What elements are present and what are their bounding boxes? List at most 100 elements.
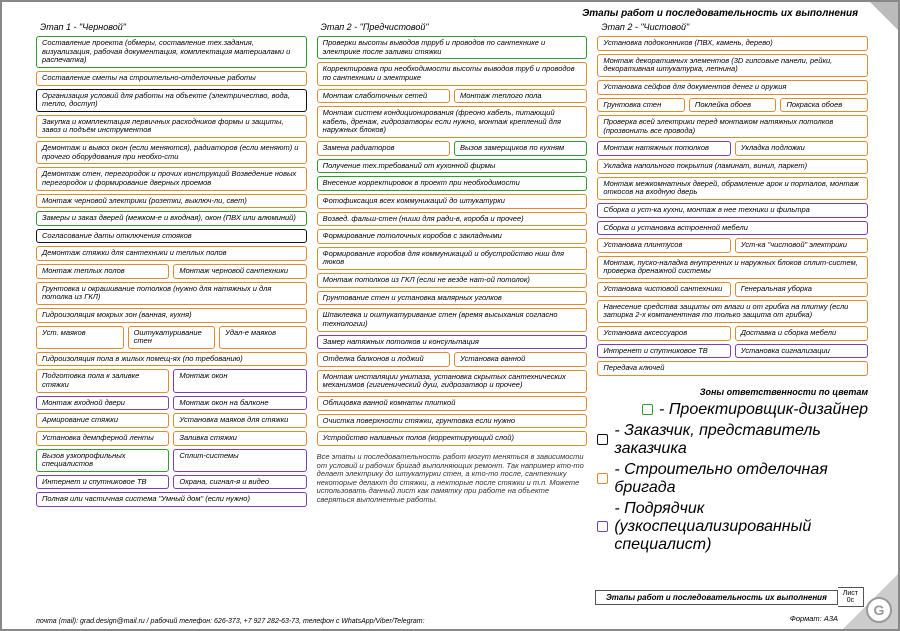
task-box: Полная или частичная система "Умный дом"… xyxy=(36,492,307,507)
column-3: Этап 2 - "Чистовой" Установка подоконнико… xyxy=(597,22,868,557)
footer-contact: почта (mail): grad.design@mail.ru / рабо… xyxy=(36,618,864,625)
task-row: Монтаж слаботочных сетейМонтаж теплого п… xyxy=(317,89,588,104)
task-box: Замер натяжных потолков и консультация xyxy=(317,335,588,350)
task-box: Согласование даты отключения стояков xyxy=(36,229,307,244)
task-box: Проверка всей электрики перед монтажом н… xyxy=(597,115,868,138)
task-box: Закупка и комплектация первичных расходн… xyxy=(36,115,307,138)
task-box: Монтаж натяжных потолков xyxy=(597,141,730,156)
task-row: Получение тех.требований от кухонной фир… xyxy=(317,159,588,174)
task-box: Проверки высоты выводов трруб и проводов… xyxy=(317,36,588,59)
task-box: Демонтаж стен, перегородок и прочих конс… xyxy=(36,167,307,190)
task-row: Проверка всей электрики перед монтажом н… xyxy=(597,115,868,138)
task-box: Облицовка ванной комнаты плиткой xyxy=(317,396,588,411)
task-box: Очистка поверхности стяжки, грунтовка ес… xyxy=(317,414,588,429)
task-box: Уст. маяков xyxy=(36,326,124,349)
task-row: Составление проекта (обмеры, составление… xyxy=(36,36,307,68)
task-box: Грунтование стен и установка малярных уг… xyxy=(317,291,588,306)
task-box: Заливка стяжки xyxy=(173,431,306,446)
task-box: Установка демпферной ленты xyxy=(36,431,169,446)
task-box: Монтаж теплого пола xyxy=(454,89,587,104)
task-row: Уст. маяковОштукатуривание стенУдал-е ма… xyxy=(36,326,307,349)
task-box: Сборка и уст-ка кухни, монтаж в нее техн… xyxy=(597,203,868,218)
task-row: Грунтовка стенПоклейка обоевПокраска обо… xyxy=(597,98,868,113)
task-row: Монтаж систем кондиционирования (фреоно … xyxy=(317,106,588,138)
title-block-sheet: Лист 0с xyxy=(838,587,864,607)
task-row: Подготовка пола к заливке стяжкиМонтаж о… xyxy=(36,369,307,392)
legend-title: Зоны ответственности по цветам xyxy=(597,387,868,397)
task-row: Корректировка при необходимости высоты в… xyxy=(317,62,588,85)
legend-swatch xyxy=(597,521,608,532)
task-row: Вызов узкопрофильных специалистовСплит-с… xyxy=(36,449,307,472)
legend-label: - Подрядчик (узкоспециализированный спец… xyxy=(614,500,868,554)
task-box: Укладка напольного покрытия (ламинат, ви… xyxy=(597,159,868,174)
task-row: Внесение корректировок в проект при необ… xyxy=(317,176,588,191)
task-row: Монтаж потолков из ГКЛ (если не везде на… xyxy=(317,273,588,288)
corner-decoration-tr xyxy=(870,2,898,30)
task-row: Демонтаж стяжки для сантехники и теплых … xyxy=(36,246,307,261)
task-box: Доставка и сборка мебели xyxy=(735,326,868,341)
title-block: Этапы работ и последовательность их выпо… xyxy=(595,587,864,607)
task-box: Монтаж теплых полов xyxy=(36,264,169,279)
task-box: Организация условий для работы на объект… xyxy=(36,89,307,112)
task-row: Монтаж межкомнатных дверей, обрамление а… xyxy=(597,177,868,200)
logo: G xyxy=(866,597,892,623)
task-row: Интернет и спутниковое ТВОхрана, сигнал-… xyxy=(36,475,307,490)
page-title: Этапы работ и последовательность их выпо… xyxy=(582,8,858,19)
task-box: Передача ключей xyxy=(597,361,868,376)
task-row: Монтаж теплых половМонтаж черновой санте… xyxy=(36,264,307,279)
task-box: Установка подоконников (ПВХ, камень, дер… xyxy=(597,36,868,51)
column-2: Этап 2 - "Предчистовой" Проверки высоты в… xyxy=(317,22,588,557)
task-row: Передача ключей xyxy=(597,361,868,376)
task-box: Грунтовка стен xyxy=(597,98,685,113)
task-box: Установка плинтусов xyxy=(597,238,730,253)
column-head: Этап 1 - "Черновой" xyxy=(36,22,307,32)
column-head: Этап 2 - "Предчистовой" xyxy=(317,22,588,32)
task-row: Формирование коробов для коммуникаций и … xyxy=(317,247,588,270)
task-row: Организация условий для работы на объект… xyxy=(36,89,307,112)
task-box: Формирование потолочных коробов с заклад… xyxy=(317,229,588,244)
task-box: Установка ванной xyxy=(454,352,587,367)
column-note: Все этапы и последовательность работ мог… xyxy=(317,453,588,505)
legend-row: - Строительно отделочная бригада xyxy=(597,461,868,497)
task-box: Замеры и заказ дверей (межком-е и входна… xyxy=(36,211,307,226)
task-box: Генеральная уборка xyxy=(735,282,868,297)
task-row: Установка подоконников (ПВХ, камень, дер… xyxy=(597,36,868,51)
legend-label: - Строительно отделочная бригада xyxy=(614,461,868,497)
task-row: Монтаж натяжных потолковУкладка подложки xyxy=(597,141,868,156)
task-row: Замена радиаторовВызов замерщиков по кух… xyxy=(317,141,588,156)
column-head: Этап 2 - "Чистовой" xyxy=(597,22,868,32)
task-box: Сборка и установка встроенной мебели xyxy=(597,221,868,236)
task-box: Отделка балконов и лоджий xyxy=(317,352,450,367)
task-row: Монтаж, пуско-наладка внутренних и наруж… xyxy=(597,256,868,279)
legend-swatch xyxy=(642,404,653,415)
task-box: Уст-ка "чистовой" электрики xyxy=(735,238,868,253)
legend-row: - Подрядчик (узкоспециализированный спец… xyxy=(597,500,868,554)
task-row: Облицовка ванной комнаты плиткой xyxy=(317,396,588,411)
columns-container: Этап 1 - "Черновой" Составление проекта (… xyxy=(36,22,868,557)
task-box: Охрана, сигнал-я и видео xyxy=(173,475,306,490)
task-row: Нанесение средства защиты от влаги и от … xyxy=(597,300,868,323)
task-row: Отделка балконов и лоджий Установка ванно… xyxy=(317,352,588,367)
task-box: Монтаж окон xyxy=(173,369,306,392)
task-row: Возвед. фальш-стен (ниши для ради-в, кор… xyxy=(317,212,588,227)
task-box: Демонтаж и вывоз окон (если меняются), р… xyxy=(36,141,307,164)
task-box: Монтаж входной двери xyxy=(36,396,169,411)
legend-row: - Заказчик, представитель заказчика xyxy=(597,422,868,458)
task-box: Армирование стяжки xyxy=(36,413,169,428)
task-box: Внесение корректировок в проект при необ… xyxy=(317,176,588,191)
task-row: Установка аксессуаровДоставка и сборка м… xyxy=(597,326,868,341)
task-row: Грунтовка и окрашивание потолков (нужно … xyxy=(36,282,307,305)
task-box: Оштукатуривание стен xyxy=(128,326,216,349)
task-row: Очистка поверхности стяжки, грунтовка ес… xyxy=(317,414,588,429)
task-row: Замер натяжных потолков и консультация xyxy=(317,335,588,350)
task-row: Монтаж черновой электрики (розетки, выкл… xyxy=(36,194,307,209)
task-row: Формирование потолочных коробов с заклад… xyxy=(317,229,588,244)
task-row: Составление сметы на строительно-отделоч… xyxy=(36,71,307,86)
task-row: Закупка и комплектация первичных расходн… xyxy=(36,115,307,138)
task-box: Демонтаж стяжки для сантехники и теплых … xyxy=(36,246,307,261)
task-row: Установка чистовой сантехникиГенеральная… xyxy=(597,282,868,297)
task-box: Грунтовка и окрашивание потолков (нужно … xyxy=(36,282,307,305)
task-box: Монтаж декоративных элементов (3D гипсов… xyxy=(597,54,868,77)
task-box: Монтаж потолков из ГКЛ (если не везде на… xyxy=(317,273,588,288)
task-row: Демонтаж и вывоз окон (если меняются), р… xyxy=(36,141,307,164)
